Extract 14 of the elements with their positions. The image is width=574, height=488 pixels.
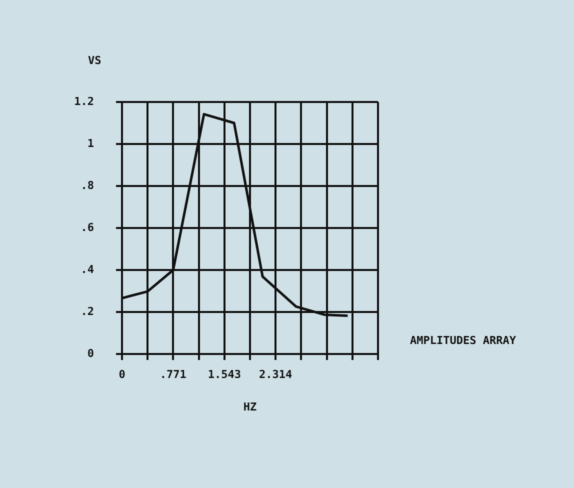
x-tick-label: .771 xyxy=(160,368,187,381)
x-tick-label: 2.314 xyxy=(259,368,293,381)
y-tick-label: 1 xyxy=(87,136,94,150)
x-tick-label: 0 xyxy=(118,368,126,381)
y-tick-label: .4 xyxy=(80,262,94,276)
y-tick-label: .2 xyxy=(80,304,94,318)
y-tick-label: .6 xyxy=(80,220,94,234)
y-tick-label: .8 xyxy=(80,178,94,192)
y-tick-label: 1.2 xyxy=(74,94,94,108)
y-axis-title: VS xyxy=(88,54,102,67)
x-axis-title: HZ xyxy=(243,400,257,414)
text: AMPLITUDES ARRAY xyxy=(410,334,516,347)
y-tick-label: 0 xyxy=(87,346,94,360)
x-tick-label: 1.543 xyxy=(208,368,241,381)
